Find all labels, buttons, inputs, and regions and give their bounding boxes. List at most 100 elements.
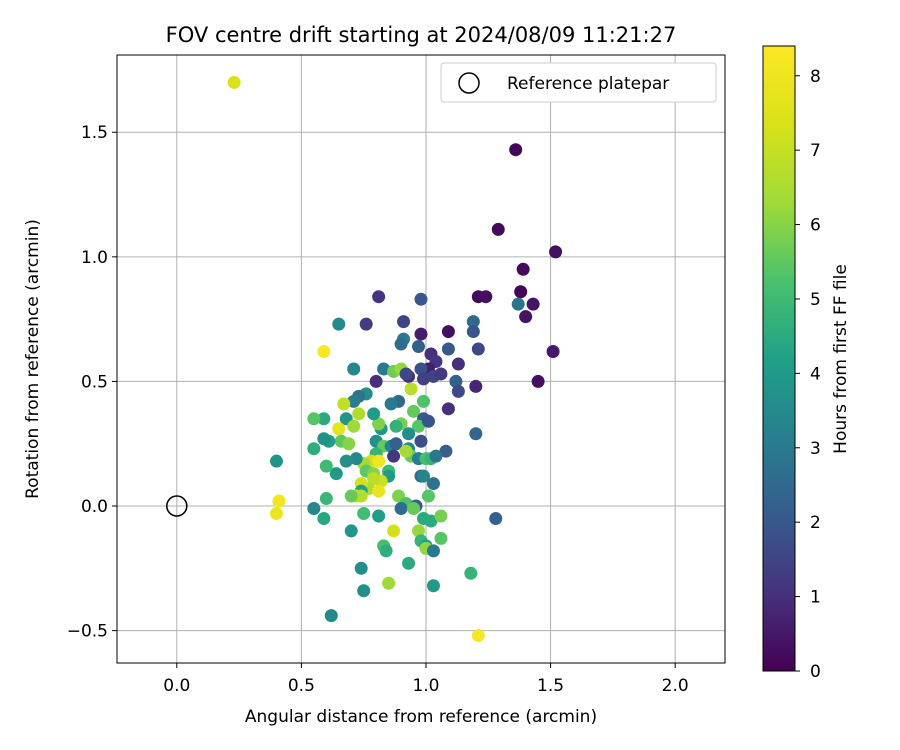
scatter-point [421, 489, 435, 503]
scatter-point [549, 245, 563, 259]
scatter-point [416, 469, 430, 483]
colorbar: 0 1 2 3 4 5 6 7 8 Hours from first FF file [762, 45, 851, 682]
scatter-point [471, 342, 485, 356]
scatter-point [307, 442, 321, 456]
scatter-point [509, 143, 523, 157]
y-tick-label: 1.5 [81, 123, 108, 143]
scatter-point [354, 561, 368, 575]
legend-marker [458, 72, 480, 94]
scatter-point [394, 337, 408, 351]
grid [117, 55, 725, 663]
scatter-point [414, 292, 428, 306]
scatter-point [412, 524, 426, 538]
scatter-point [357, 506, 371, 520]
x-axis: 0.0 0.5 1.0 1.5 2.0 [163, 663, 689, 696]
scatter-point [349, 452, 363, 466]
scatter-point [469, 427, 483, 441]
scatter-point [429, 449, 443, 463]
scatter-point [416, 372, 430, 386]
scatter-point [441, 342, 455, 356]
scatter-point [367, 472, 381, 486]
scatter-point [426, 579, 440, 593]
scatter-point [384, 397, 398, 411]
scatter-point [372, 290, 386, 304]
scatter-point [332, 422, 346, 436]
scatter-point [531, 374, 545, 388]
scatter-point [347, 362, 361, 376]
scatter-point [319, 459, 333, 473]
y-axis: −0.5 0.0 0.5 1.0 1.5 [67, 123, 117, 642]
legend-box [440, 62, 717, 103]
scatter-point [426, 544, 440, 558]
scatter-point [317, 412, 331, 426]
scatter-point [441, 402, 455, 416]
scatter-point [372, 454, 386, 468]
x-tick-label: 1.0 [412, 676, 439, 696]
scatter-point [451, 384, 465, 398]
scatter-point [227, 75, 241, 89]
scatter-point [491, 222, 505, 236]
scatter-point [352, 407, 366, 421]
scatter-point [272, 494, 286, 508]
scatter-point [434, 531, 448, 545]
colorbar-tick-label: 6 [810, 216, 821, 236]
y-axis-label: Rotation from reference (arcmin) [23, 219, 43, 499]
scatter-point [354, 489, 368, 503]
scatter-point [372, 484, 386, 498]
scatter-point [402, 427, 416, 441]
x-tick-label: 0.0 [163, 676, 190, 696]
scatter-point [449, 374, 463, 388]
scatter-point [441, 325, 455, 339]
scatter-point [319, 492, 333, 506]
scatter-point [332, 317, 346, 331]
scatter-point [394, 502, 408, 516]
scatter-point [434, 367, 448, 381]
scatter-point [426, 477, 440, 491]
scatter-point [317, 345, 331, 359]
plot-frame [116, 54, 726, 664]
scatter-point [359, 317, 373, 331]
legend-label: Reference platepar [507, 74, 669, 94]
scatter-point [372, 417, 386, 431]
scatter-point [514, 285, 528, 299]
scatter-point [347, 394, 361, 408]
scatter-point [387, 449, 401, 463]
scatter-point [339, 454, 353, 468]
scatter-point [382, 576, 396, 590]
colorbar-tick-label: 2 [810, 513, 821, 533]
colorbar-tick-label: 5 [810, 290, 821, 310]
colorbar-tick-label: 1 [810, 588, 821, 608]
scatter-point [397, 315, 411, 329]
scatter-point [489, 511, 503, 525]
scatter-point [519, 310, 533, 324]
scatter-point [479, 290, 493, 304]
scatter-point [414, 327, 428, 341]
scatter-point [414, 434, 428, 448]
scatter-point [342, 437, 356, 451]
scatter-point [471, 629, 485, 643]
scatter-point [464, 566, 478, 580]
scatter-point [357, 584, 371, 598]
y-tick-label: 0.0 [81, 497, 108, 517]
scatter-point [546, 345, 560, 359]
scatter-point [337, 397, 351, 411]
scatter-point [399, 367, 413, 381]
y-tick-label: 1.0 [81, 248, 108, 268]
scatter-point [526, 297, 540, 311]
scatter-point [414, 362, 428, 376]
scatter-point [469, 379, 483, 393]
scatter-point [387, 524, 401, 538]
y-tick-label: −0.5 [67, 622, 108, 642]
scatter-point [269, 454, 283, 468]
scatter-point [307, 412, 321, 426]
x-tick-label: 2.0 [662, 676, 689, 696]
scatter-point [416, 394, 430, 408]
y-tick-label: 0.5 [81, 372, 108, 392]
scatter-point [317, 511, 331, 525]
scatter-point [379, 544, 393, 558]
scatter-point [324, 609, 338, 623]
scatter-point [407, 404, 421, 418]
colorbar-tick-label: 7 [810, 141, 821, 161]
scatter-point [399, 444, 413, 458]
legend: Reference platepar [440, 62, 717, 103]
